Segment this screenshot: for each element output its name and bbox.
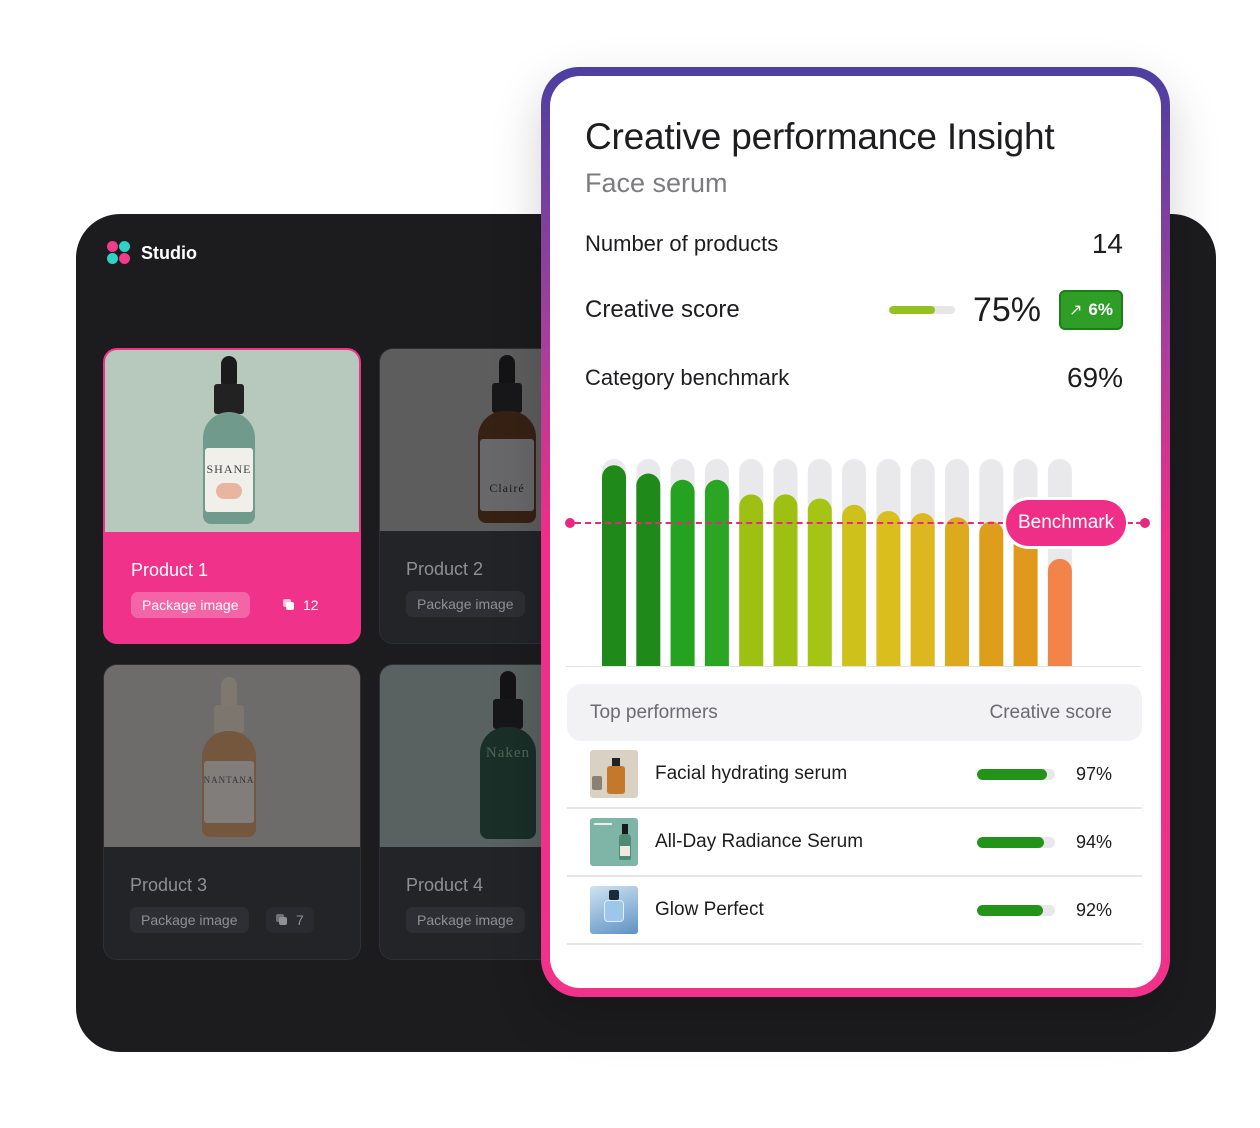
performer-thumbnail — [590, 750, 638, 798]
benchmark-start-dot — [565, 518, 575, 528]
benchmark-line — [575, 522, 1004, 524]
chart-bar — [1013, 521, 1038, 667]
creative-score-value: 75% — [972, 290, 1042, 329]
performer-score-bar — [977, 904, 1055, 916]
products-count-label: Number of products — [585, 231, 779, 256]
chart-bar — [910, 513, 935, 667]
score-delta-value: 6% — [1088, 300, 1113, 319]
products-count-row: Number of products 14 — [585, 224, 1123, 264]
benchmark-label: Category benchmark — [585, 365, 790, 390]
product-name: Product 3 — [130, 875, 208, 895]
performer-score: 97% — [1075, 763, 1112, 784]
copy-icon — [283, 599, 295, 611]
performer-score-bar — [977, 768, 1055, 780]
product-name: Product 4 — [406, 875, 484, 895]
chart-bar — [636, 473, 661, 667]
chart-bar — [670, 479, 695, 667]
creative-score-row: Creative score 75% ↗ 6% — [585, 286, 1123, 334]
bottle-brand-text: SHANE — [206, 462, 252, 476]
bottle-brand-text: Naken — [485, 745, 531, 761]
creative-score-bar — [888, 306, 955, 314]
insight-subtitle: Face serum — [585, 168, 728, 198]
image-count-badge: 12 — [273, 592, 329, 618]
performer-thumbnail — [590, 886, 638, 934]
performer-score: 92% — [1075, 899, 1112, 920]
chart-bar — [739, 494, 764, 667]
performer-row[interactable]: All-Day Radiance Serum 94% — [567, 809, 1142, 877]
performer-score-bar-fill — [977, 768, 1047, 780]
chart-bar — [945, 517, 969, 667]
products-count-value: 14 — [1091, 228, 1123, 259]
performer-score: 94% — [1075, 831, 1112, 852]
chart-bar — [602, 465, 626, 667]
copy-icon — [276, 914, 288, 926]
chart-bar — [704, 479, 729, 667]
serum-bottle-image: NANTANA — [202, 677, 256, 837]
benchmark-row: Category benchmark 69% — [585, 357, 1123, 399]
creative-score-bar-fill — [888, 306, 936, 314]
benchmark-end-dot — [1140, 518, 1150, 528]
insight-card: Creative performance Insight Face serum … — [541, 67, 1170, 997]
image-count: 7 — [296, 912, 304, 928]
product-card-1[interactable]: SHANE Product 1 Package image 12 — [103, 348, 361, 644]
benchmark-label-pill: Benchmark — [1006, 500, 1127, 546]
chart-bar — [807, 498, 832, 667]
creative-score-column: Creative score — [989, 701, 1113, 723]
studio-header: Studio — [107, 241, 197, 265]
chart-baseline — [566, 666, 1141, 667]
serum-bottle-image: Clairé — [478, 355, 536, 523]
package-image-tag[interactable]: Package image — [406, 907, 525, 933]
performer-name: Glow Perfect — [655, 899, 764, 920]
product-card-3[interactable]: NANTANA Product 3 Package image 7 — [103, 664, 361, 960]
serum-bottle-image: SHANE — [203, 356, 255, 524]
bottle-brand-text: NANTANA — [203, 775, 255, 785]
top-performers-header: Top performers Creative score — [567, 684, 1142, 741]
benchmark-value: 69% — [1066, 362, 1123, 393]
chart-bar — [773, 494, 798, 667]
performer-score-bar-fill — [977, 904, 1044, 916]
performer-row[interactable]: Glow Perfect 92% — [567, 877, 1142, 945]
package-image-tag[interactable]: Package image — [130, 907, 249, 933]
performer-score-bar-fill — [977, 836, 1045, 848]
chart-bar — [842, 504, 867, 667]
bottle-brand-text: Clairé — [489, 481, 525, 495]
performer-name: Facial hydrating serum — [655, 763, 848, 784]
performer-score-bar — [977, 836, 1055, 848]
product-name: Product 1 — [131, 560, 209, 580]
product-image: NANTANA — [104, 665, 360, 847]
product-image: SHANE — [105, 350, 359, 532]
trend-up-arrow-icon: ↗ — [1069, 302, 1083, 319]
insight-card-body: Creative performance Insight Face serum … — [550, 76, 1161, 988]
image-count: 12 — [303, 597, 319, 613]
insight-title: Creative performance Insight — [585, 116, 1055, 157]
chart-bar — [1047, 558, 1072, 667]
performer-name: All-Day Radiance Serum — [655, 831, 864, 852]
score-distribution-chart — [602, 459, 1072, 667]
package-image-tag[interactable]: Package image — [406, 591, 525, 617]
performer-row[interactable]: Facial hydrating serum 97% — [567, 741, 1142, 809]
score-delta-badge: ↗ 6% — [1059, 290, 1123, 330]
package-image-tag[interactable]: Package image — [131, 592, 250, 618]
image-count-badge: 7 — [266, 907, 314, 933]
performer-thumbnail — [590, 818, 638, 866]
top-performers-column: Top performers — [590, 701, 718, 723]
studio-logo-icon — [107, 241, 131, 265]
studio-title: Studio — [141, 242, 197, 263]
chart-bar — [876, 511, 901, 667]
creative-score-label: Creative score — [585, 296, 740, 323]
serum-bottle-image: Naken — [480, 671, 536, 839]
product-name: Product 2 — [406, 559, 484, 579]
benchmark-line-end — [1128, 522, 1141, 524]
chart-bar — [979, 521, 1004, 667]
